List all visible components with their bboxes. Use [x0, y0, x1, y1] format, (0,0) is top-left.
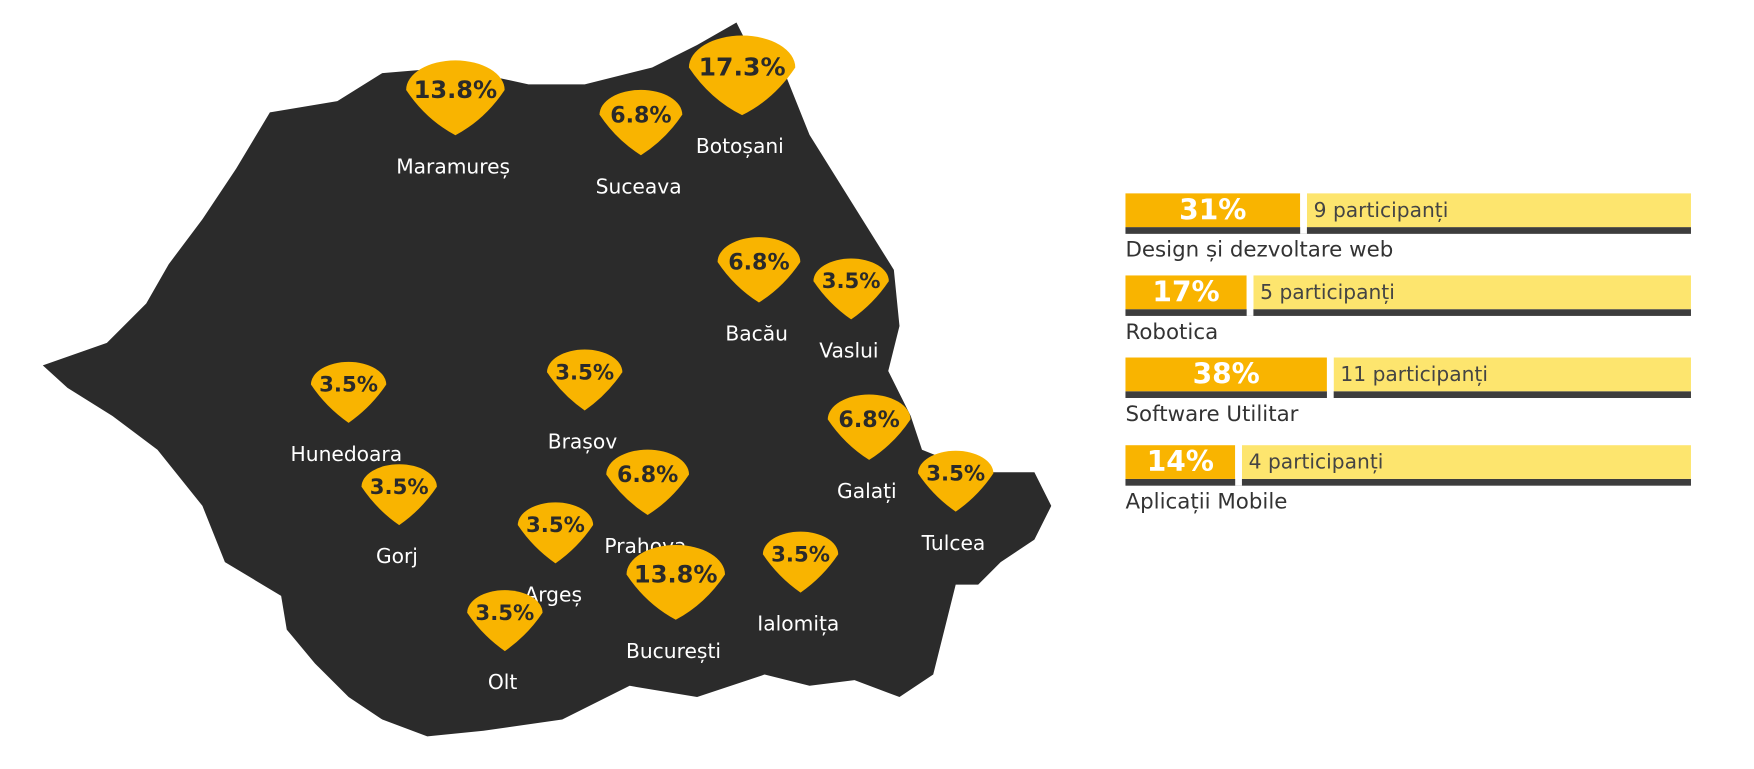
pin-value: 3.5% — [370, 475, 429, 500]
participants: 11 participanți — [1340, 362, 1488, 386]
county-name: Hunedoara — [291, 442, 403, 466]
pin — [599, 89, 683, 156]
bar-base — [1125, 309, 1691, 316]
pin — [626, 544, 725, 620]
bar-rest — [1333, 357, 1691, 392]
county-name: Gorj — [376, 544, 418, 568]
bar-rest — [1253, 275, 1691, 310]
section-name: Software Utilitar — [1125, 402, 1298, 427]
pin-value: 6.8% — [838, 407, 899, 433]
pin — [762, 531, 839, 593]
bar-base — [1125, 478, 1691, 486]
bar-base — [1125, 227, 1691, 234]
section-name: Robotica — [1125, 320, 1218, 345]
county-name: București — [626, 639, 721, 663]
pin — [827, 394, 911, 460]
bar-base — [1125, 391, 1691, 398]
pin — [688, 35, 796, 116]
pin — [547, 349, 623, 411]
bar-gap — [1326, 357, 1334, 398]
pin-value: 3.5% — [555, 360, 614, 385]
pin-value: 13.8% — [634, 561, 718, 589]
bar-rest — [1306, 193, 1691, 228]
section-name: Design și dezvoltare web — [1125, 238, 1393, 263]
map-romania — [42, 22, 1052, 737]
bar-share — [1125, 193, 1301, 228]
pin — [918, 450, 994, 512]
pin-value: 6.8% — [610, 102, 671, 128]
share-label: 17% — [1152, 275, 1219, 308]
bar-gap — [1246, 275, 1254, 316]
pin-value: 3.5% — [822, 269, 881, 294]
pin — [606, 449, 690, 516]
pin-value: 6.8% — [728, 250, 789, 276]
pin-value: 3.5% — [771, 542, 830, 567]
bar-gap — [1235, 445, 1242, 486]
county-name: Vaslui — [819, 339, 878, 363]
county-name: Maramureș — [396, 154, 510, 178]
county-name: Galați — [837, 479, 897, 503]
bar-share — [1125, 357, 1327, 392]
pin — [467, 590, 543, 652]
county-name: Olt — [488, 670, 518, 694]
pin — [310, 361, 387, 423]
county-name: Suceava — [596, 174, 682, 198]
pin — [406, 60, 505, 136]
pin-value: 3.5% — [926, 461, 985, 486]
county-name: Ialomița — [757, 612, 839, 636]
county-name: Tulcea — [921, 531, 986, 555]
pin-value: 6.8% — [617, 462, 678, 488]
share-label: 14% — [1147, 445, 1214, 478]
participants: 9 participanți — [1314, 198, 1449, 222]
share-label: 38% — [1193, 358, 1260, 391]
pin-value: 3.5% — [526, 513, 585, 538]
pin — [361, 464, 437, 526]
bar-rest — [1241, 445, 1691, 479]
county-name: Botoșani — [696, 134, 784, 158]
pin-value: 3.5% — [319, 373, 378, 398]
participants: 4 participanți — [1249, 450, 1384, 474]
bar-gap — [1300, 193, 1307, 234]
pin-value: 13.8% — [414, 76, 498, 104]
county-name: Bacău — [725, 322, 788, 346]
pin — [813, 258, 889, 320]
pin — [517, 502, 594, 564]
section-name: Aplicații Mobile — [1125, 490, 1287, 515]
share-label: 31% — [1179, 193, 1246, 226]
pin-value: 17.3% — [699, 53, 786, 82]
county-name: Brașov — [548, 430, 617, 454]
bar-share — [1125, 275, 1247, 310]
pin-value: 3.5% — [475, 601, 534, 626]
bar-share — [1125, 445, 1236, 479]
participants: 5 participanți — [1260, 280, 1395, 304]
pin — [717, 237, 801, 303]
